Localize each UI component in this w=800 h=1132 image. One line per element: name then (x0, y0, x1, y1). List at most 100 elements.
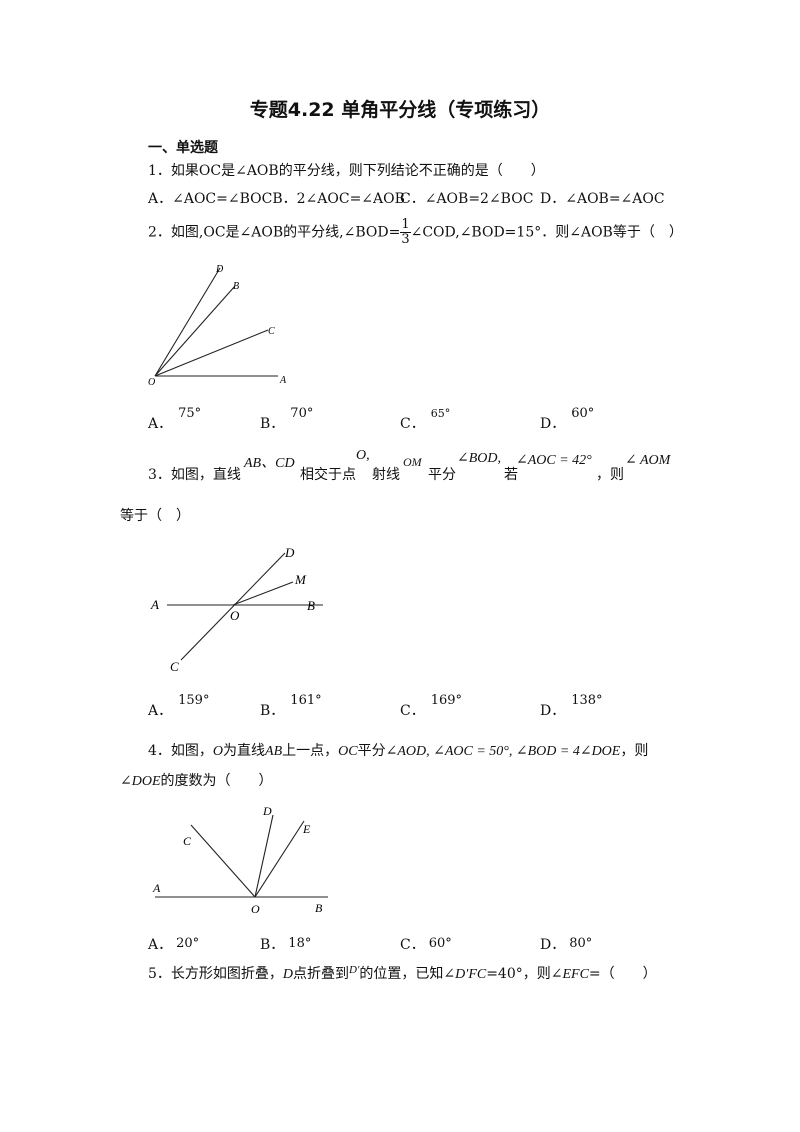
q2-prefix: 2．如图,OC是∠AOB的平分线,∠BOD= (148, 224, 401, 241)
q4-figure: D E C A O B (152, 804, 328, 916)
q4-line2: ∠DOE的度数为（ ） (120, 770, 273, 790)
option-value: 169° (430, 693, 463, 708)
q4-m3: OC (338, 744, 358, 759)
q1-option-ab: A．∠AOC=∠BOCB．2∠AOC=∠AOB (148, 191, 405, 207)
option-value: 75° (178, 406, 202, 421)
q3-label-m: M (294, 572, 307, 587)
q3-ray-om (232, 581, 294, 606)
q4-label-e: E (302, 822, 311, 836)
option-letter: B． (260, 416, 285, 432)
q4-option-b: B． 18° (260, 934, 311, 954)
q5-t2: 点折叠到 (293, 966, 350, 982)
q5-m3: D′FC (455, 967, 487, 982)
q4-option-c: C． 60° (400, 934, 452, 954)
q3-label-c: C (170, 659, 179, 674)
q3-line2: 等于（ ） (120, 508, 190, 524)
option-value: 65° (430, 407, 451, 420)
q4-line2-text: 的度数为（ ） (160, 773, 273, 789)
option-value: 159° (178, 693, 210, 708)
option-letter: B． (260, 703, 285, 719)
q2-frac-den: 3 (401, 232, 410, 247)
q3-m4: ∠BOD, (457, 451, 502, 466)
option-value: 70° (290, 406, 314, 421)
q2-label-d: D (215, 264, 224, 275)
q5-m2: D′ (349, 964, 360, 976)
q3-t6: ，则 (596, 467, 624, 483)
option-value: 161° (290, 693, 322, 708)
q4-ray-oc (190, 824, 256, 898)
q5-line: 5．长方形如图折叠，D点折叠到D′的位置，已知∠D′FC=40°，则∠EFC=（… (148, 963, 657, 983)
q2-label-o: O (148, 377, 155, 388)
q2-option-b: B． 70° (260, 406, 313, 433)
q3-t3: 射线 (372, 467, 400, 483)
q4-t3: 上一点， (282, 743, 339, 759)
q2-frac-num: 1 (400, 217, 411, 233)
q2-label-c: C (268, 326, 275, 337)
option-letter: C． (400, 703, 425, 719)
q4-ray-oe (254, 820, 305, 898)
q5-m4: ∠EFC (550, 967, 589, 982)
q4-t5: ，则 (620, 743, 649, 759)
q2-ray-od (154, 267, 221, 377)
q4-line2-math: ∠DOE (120, 774, 161, 789)
q4-label-d: D (262, 804, 272, 818)
q2-ray-oc (154, 329, 269, 377)
option-value: 60° (571, 406, 595, 421)
q2-option-d: D． 60° (540, 406, 594, 433)
q4-t1: 4．如图， (148, 743, 213, 759)
option-letter: A． (148, 703, 173, 719)
option-letter: C． (400, 416, 425, 432)
q3-option-a: A． 159° (148, 693, 209, 720)
option-value: 138° (571, 693, 603, 708)
q2-suffix: ∠COD,∠BOD=15°．则∠AOB等于（ ） (410, 224, 683, 241)
q3-m2: O, (356, 448, 370, 463)
option-letter: D． (540, 416, 566, 432)
q2-option-c: C． 65° (400, 407, 450, 433)
page-title: 专题4.22 单角平分线（专项练习） (249, 99, 551, 121)
q4-label-c: C (183, 834, 192, 848)
option-value: 20° (176, 936, 200, 951)
option-value: 18° (288, 936, 312, 951)
q5-t3: 的位置，已知∠ (359, 966, 456, 982)
option-letter: C． (400, 937, 425, 953)
q2-label-b: B (233, 281, 239, 292)
q3-m3: OM (403, 455, 422, 469)
q4-m1: O (212, 744, 224, 759)
q3-option-b: B． 161° (260, 693, 322, 720)
q3-label-b: B (307, 598, 315, 613)
q4-ray-od (254, 814, 274, 898)
q5-m1: D (282, 967, 294, 982)
q3-t5: 若 (504, 467, 518, 483)
q4-t2: 为直线 (223, 743, 266, 759)
option-value: 60° (428, 936, 452, 951)
q3-label-o: O (230, 608, 240, 623)
q5-t1: 5．长方形如图折叠， (148, 966, 283, 982)
q2-option-a: A． 75° (148, 406, 201, 433)
q3-m1: AB、CD (244, 456, 295, 471)
q3-t2: 相交于点 (300, 467, 356, 483)
q2-ray-ob (154, 285, 236, 377)
q1-text: 1．如果OC是∠AOB的平分线，则下列结论不正确的是（ ） (148, 163, 545, 179)
q3-figure: D M A O B C (150, 545, 323, 674)
q3-option-c: C． 169° (400, 693, 462, 720)
q3-label-a: A (150, 597, 159, 612)
q2-figure: D B C O A (148, 264, 287, 388)
option-letter: D． (540, 703, 566, 719)
q4-option-a: A． 20° (148, 934, 199, 954)
option-letter: B． (260, 937, 285, 953)
q3-line-cd (180, 552, 286, 661)
q3-label-d: D (284, 545, 295, 560)
q1-option-c: C．∠AOB=2∠BOC (400, 191, 534, 207)
option-letter: A． (148, 937, 173, 953)
q4-option-d: D． 80° (540, 934, 592, 954)
q4-t4: 平分 (357, 743, 386, 759)
q4-line1: 4．如图，O为直线AB上一点，OC平分∠AOD, ∠AOC = 50°, ∠BO… (148, 740, 648, 760)
q3-t1: 3．如图，直线 (148, 467, 241, 483)
q4-label-a: A (152, 881, 161, 895)
q4-label-b: B (315, 901, 323, 915)
q3-option-d: D． 138° (540, 693, 603, 720)
q3-t4: 平分 (428, 467, 456, 483)
q5-t5: =（ ） (588, 966, 657, 982)
q4-label-o: O (251, 902, 260, 916)
